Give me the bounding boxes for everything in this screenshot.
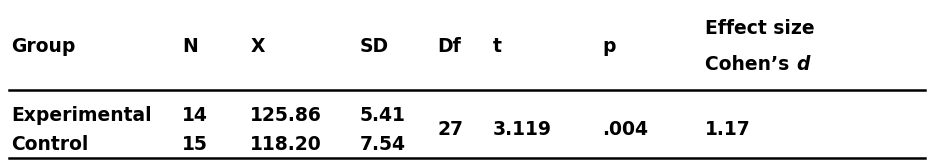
Text: Effect size: Effect size xyxy=(705,19,814,38)
Text: 5.41: 5.41 xyxy=(360,106,405,125)
Text: .004: .004 xyxy=(602,120,648,139)
Text: Control: Control xyxy=(11,135,89,153)
Text: Cohen’s: Cohen’s xyxy=(705,55,796,73)
Text: t: t xyxy=(493,37,502,56)
Text: Group: Group xyxy=(11,37,76,56)
Text: SD: SD xyxy=(360,37,389,56)
Text: Experimental: Experimental xyxy=(11,106,152,125)
Text: N: N xyxy=(182,37,198,56)
Text: 3.119: 3.119 xyxy=(493,120,552,139)
Text: 7.54: 7.54 xyxy=(360,135,405,153)
Text: 14: 14 xyxy=(182,106,208,125)
Text: 27: 27 xyxy=(437,120,463,139)
Text: p: p xyxy=(602,37,616,56)
Text: 15: 15 xyxy=(182,135,208,153)
Text: X: X xyxy=(250,37,265,56)
Text: Df: Df xyxy=(437,37,460,56)
Text: 118.20: 118.20 xyxy=(250,135,322,153)
Text: 125.86: 125.86 xyxy=(250,106,322,125)
Text: d: d xyxy=(797,55,810,73)
Text: 1.17: 1.17 xyxy=(705,120,751,139)
